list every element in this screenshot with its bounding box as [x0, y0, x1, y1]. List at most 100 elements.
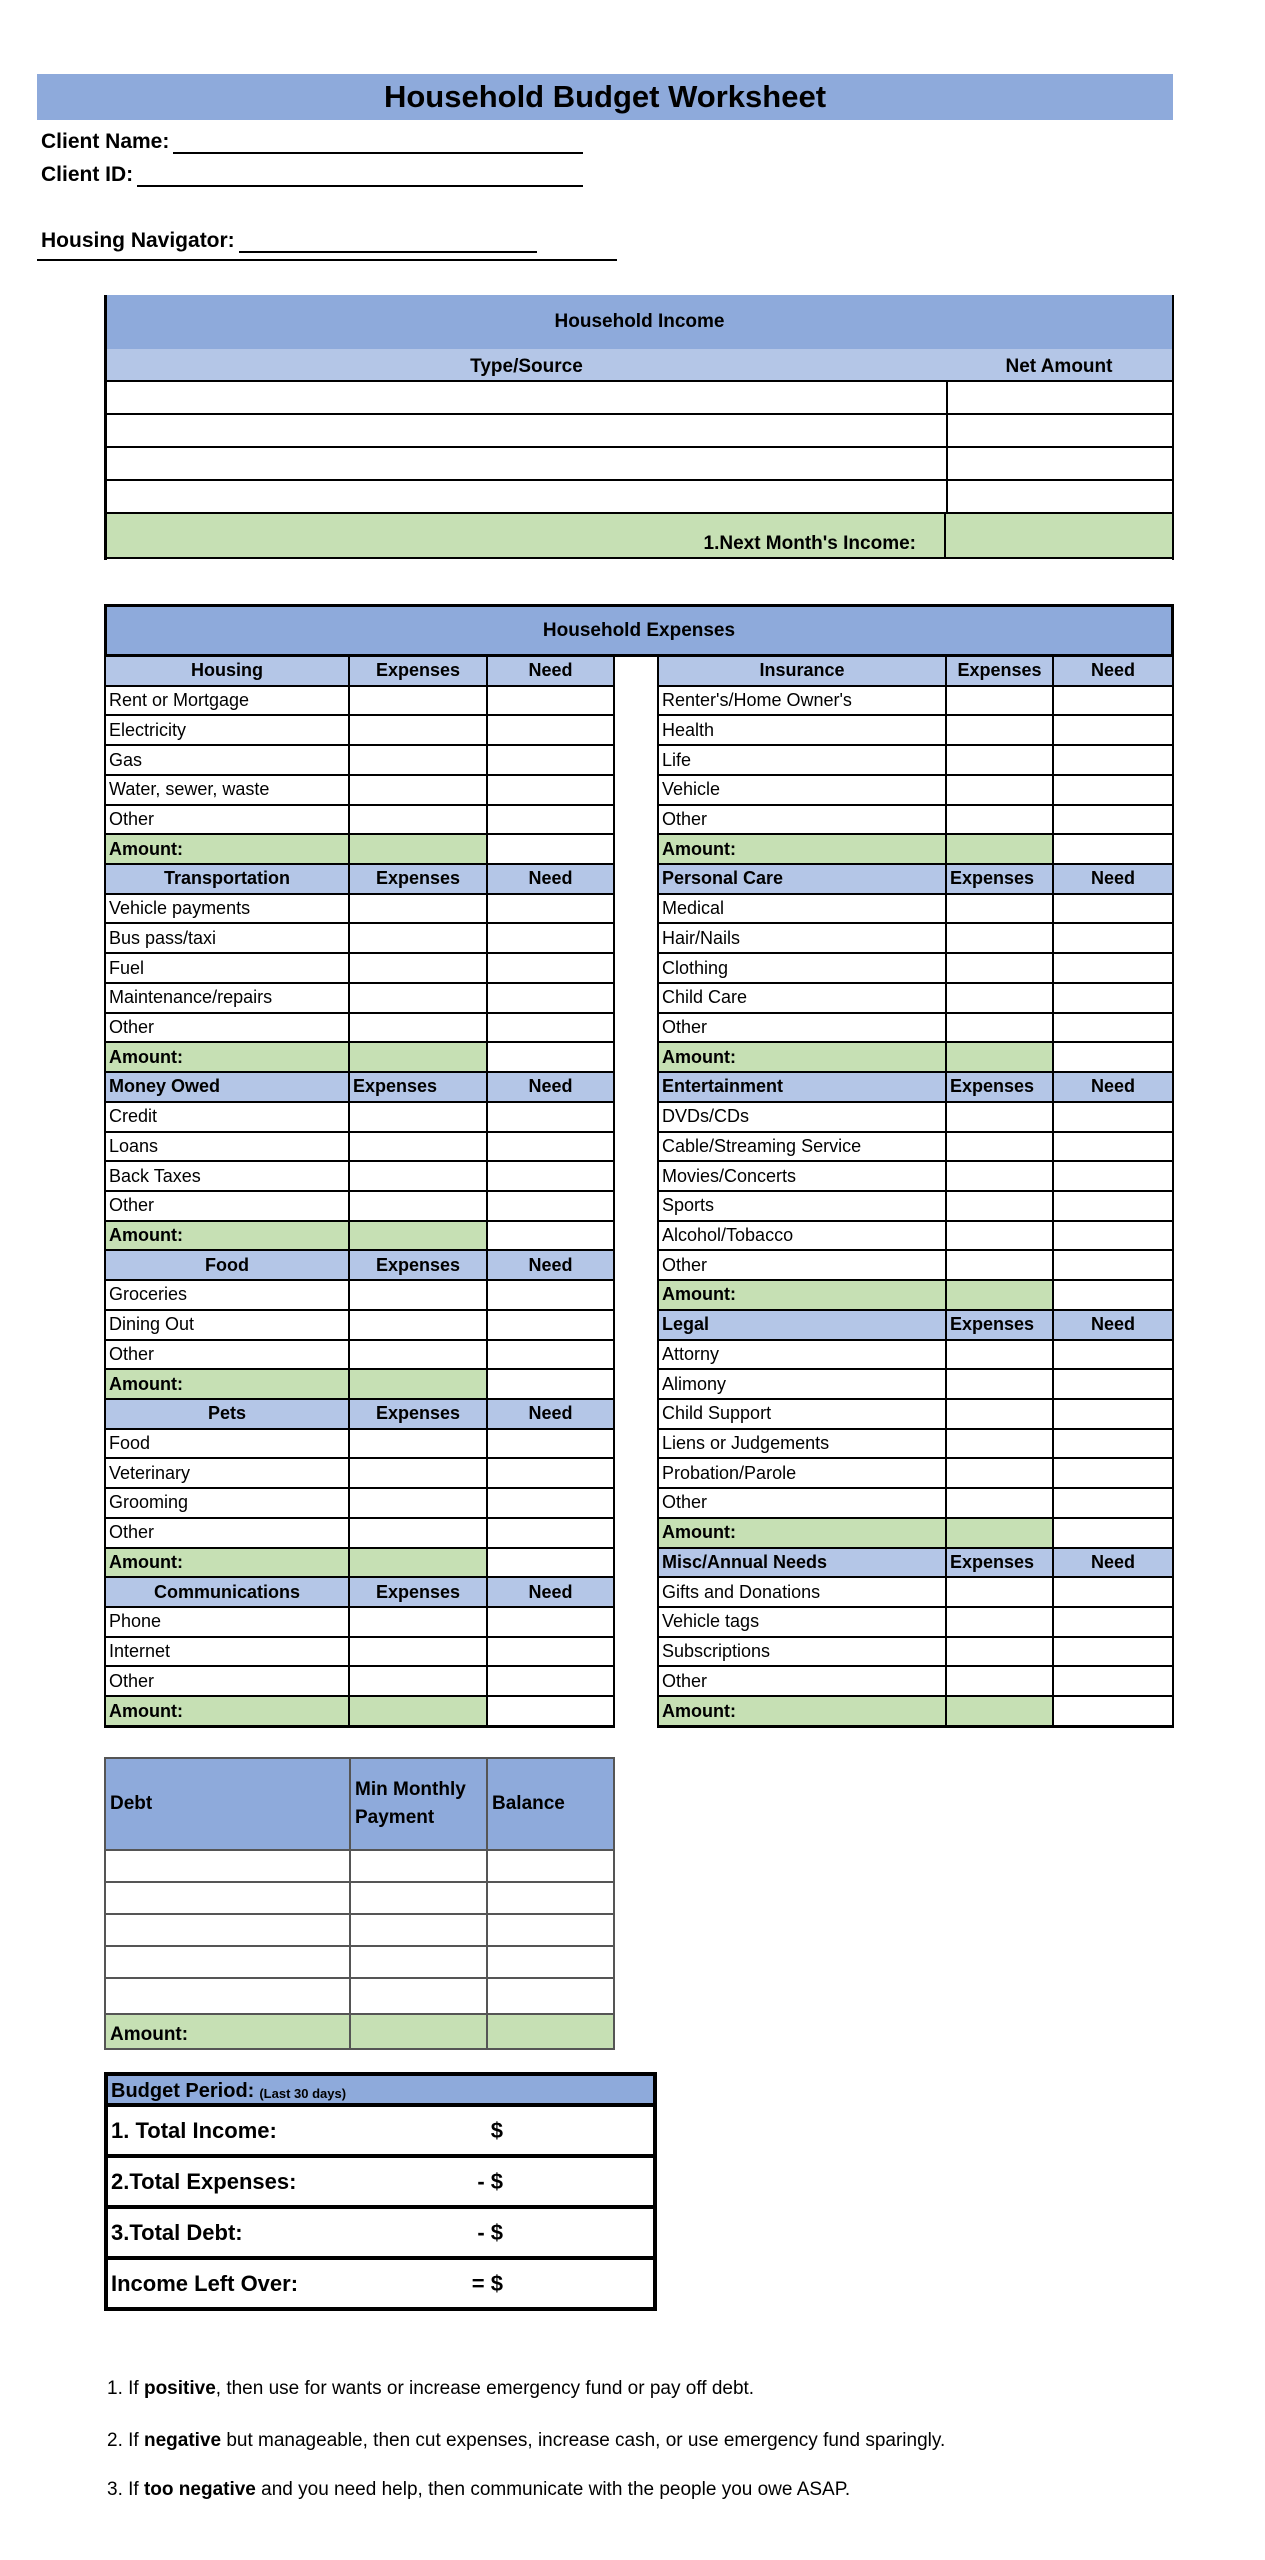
need-cell[interactable]: [1054, 716, 1172, 744]
need-cell[interactable]: [488, 1162, 613, 1190]
min-payment-cell[interactable]: [351, 1851, 488, 1881]
need-cell[interactable]: [488, 1103, 613, 1131]
need-total-cell[interactable]: [1054, 1697, 1172, 1725]
need-total-cell[interactable]: [488, 1043, 613, 1071]
need-total-cell[interactable]: [1054, 1519, 1172, 1547]
need-cell[interactable]: [1054, 1222, 1172, 1250]
expense-amount-cell[interactable]: [947, 1340, 1054, 1369]
expense-amount-cell[interactable]: [947, 1162, 1054, 1190]
housing-navigator-field[interactable]: Housing Navigator:: [41, 229, 537, 253]
total-income-row[interactable]: 1. Total Income: $: [108, 2107, 653, 2158]
expense-amount-cell[interactable]: [947, 954, 1054, 982]
need-total-cell[interactable]: [1054, 1043, 1172, 1071]
need-cell[interactable]: [488, 1519, 613, 1547]
income-left-over-row[interactable]: Income Left Over: = $: [108, 2260, 653, 2307]
need-cell[interactable]: [1054, 1489, 1172, 1517]
need-cell[interactable]: [1054, 1459, 1172, 1487]
debt-cell[interactable]: [106, 1947, 351, 1977]
expense-amount-cell[interactable]: [947, 924, 1054, 953]
expense-amount-cell[interactable]: [947, 1429, 1054, 1458]
need-cell[interactable]: [1054, 1370, 1172, 1398]
expense-amount-cell[interactable]: [350, 1667, 488, 1696]
expense-amount-cell[interactable]: [350, 1132, 488, 1161]
need-total-cell[interactable]: [488, 1370, 613, 1398]
expense-amount-cell[interactable]: [947, 1191, 1054, 1220]
need-total-cell[interactable]: [488, 1697, 613, 1725]
expense-amount-cell[interactable]: [350, 1637, 488, 1666]
need-cell[interactable]: [488, 1608, 613, 1636]
need-total-cell[interactable]: [488, 1222, 613, 1250]
need-cell[interactable]: [1054, 806, 1172, 834]
client-name-field[interactable]: Client Name:: [41, 130, 584, 154]
expense-amount-cell[interactable]: [947, 686, 1054, 715]
income-amount-cell[interactable]: [948, 448, 1172, 479]
need-cell[interactable]: [488, 1014, 613, 1042]
expense-amount-cell[interactable]: [350, 1102, 488, 1131]
expense-amount-cell[interactable]: [350, 1608, 488, 1636]
expense-amount-cell[interactable]: [947, 1102, 1054, 1131]
amount-total-cell[interactable]: [350, 1221, 488, 1250]
expense-amount-cell[interactable]: [350, 1281, 488, 1309]
need-cell[interactable]: [488, 1341, 613, 1369]
expense-amount-cell[interactable]: [350, 1489, 488, 1517]
need-cell[interactable]: [1054, 776, 1172, 804]
need-cell[interactable]: [1054, 1133, 1172, 1161]
need-cell[interactable]: [488, 746, 613, 774]
balance-cell[interactable]: [488, 1915, 613, 1945]
need-total-cell[interactable]: [1054, 835, 1172, 863]
expense-amount-cell[interactable]: [350, 686, 488, 715]
income-amount-cell[interactable]: [948, 481, 1172, 512]
income-source-cell[interactable]: [107, 448, 948, 479]
need-cell[interactable]: [488, 1489, 613, 1517]
debt-cell[interactable]: [106, 1883, 351, 1913]
expense-amount-cell[interactable]: [350, 954, 488, 982]
expense-amount-cell[interactable]: [350, 775, 488, 804]
amount-total-cell[interactable]: [947, 1043, 1054, 1072]
min-payment-cell[interactable]: [351, 1947, 488, 1977]
client-id-line[interactable]: [137, 165, 584, 187]
need-cell[interactable]: [1054, 924, 1172, 952]
expense-amount-cell[interactable]: [350, 1459, 488, 1488]
min-payment-cell[interactable]: [351, 1915, 488, 1945]
amount-total-cell[interactable]: [350, 835, 488, 864]
expense-amount-cell[interactable]: [947, 1608, 1054, 1636]
income-amount-cell[interactable]: [948, 415, 1172, 446]
balance-cell[interactable]: [488, 1883, 613, 1913]
need-cell[interactable]: [1054, 1251, 1172, 1279]
amount-total-cell[interactable]: [350, 1043, 488, 1072]
need-cell[interactable]: [488, 1311, 613, 1339]
income-source-cell[interactable]: [107, 415, 948, 446]
need-total-cell[interactable]: [488, 835, 613, 863]
amount-total-cell[interactable]: [350, 1548, 488, 1577]
expense-amount-cell[interactable]: [947, 983, 1054, 1012]
balance-cell[interactable]: [488, 1947, 613, 1977]
expense-amount-cell[interactable]: [350, 1310, 488, 1339]
need-cell[interactable]: [1054, 1341, 1172, 1369]
need-cell[interactable]: [488, 806, 613, 834]
min-payment-cell[interactable]: [351, 1979, 488, 2013]
expense-amount-cell[interactable]: [947, 1221, 1054, 1250]
expense-amount-cell[interactable]: [947, 1637, 1054, 1666]
need-cell[interactable]: [1054, 1103, 1172, 1131]
need-cell[interactable]: [1054, 1608, 1172, 1636]
need-cell[interactable]: [488, 924, 613, 952]
expense-amount-cell[interactable]: [350, 1191, 488, 1220]
min-payment-total-cell[interactable]: [351, 2015, 488, 2048]
need-cell[interactable]: [1054, 984, 1172, 1012]
expense-amount-cell[interactable]: [947, 1013, 1054, 1042]
need-cell[interactable]: [488, 1638, 613, 1666]
amount-total-cell[interactable]: [947, 1697, 1054, 1725]
income-amount-cell[interactable]: [948, 382, 1172, 413]
expense-amount-cell[interactable]: [947, 1399, 1054, 1428]
expense-amount-cell[interactable]: [947, 775, 1054, 804]
expense-amount-cell[interactable]: [947, 1578, 1054, 1606]
amount-total-cell[interactable]: [947, 835, 1054, 864]
balance-cell[interactable]: [488, 1979, 613, 2013]
expense-amount-cell[interactable]: [947, 1459, 1054, 1488]
expense-amount-cell[interactable]: [350, 924, 488, 953]
need-cell[interactable]: [488, 895, 613, 923]
income-total-cell[interactable]: [946, 514, 1172, 557]
need-cell[interactable]: [1054, 1430, 1172, 1458]
balance-cell[interactable]: [488, 1851, 613, 1881]
expense-amount-cell[interactable]: [350, 1429, 488, 1458]
